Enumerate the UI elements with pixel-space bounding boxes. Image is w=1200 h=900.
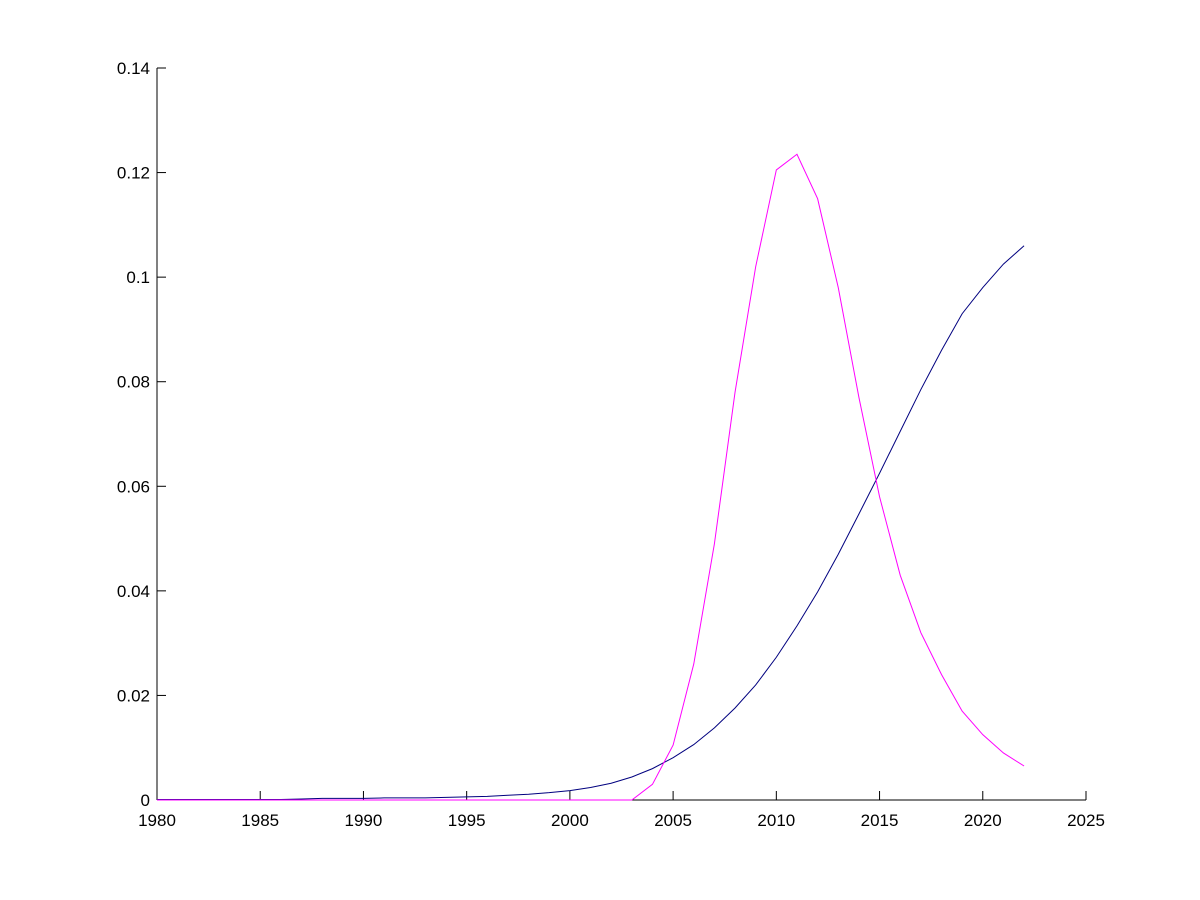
y-tick-label: 0.06 <box>117 477 150 496</box>
y-tick-label: 0.12 <box>117 164 150 183</box>
x-tick-label: 2020 <box>964 811 1002 830</box>
x-tick-label: 2000 <box>551 811 589 830</box>
x-tick-label: 1980 <box>138 811 176 830</box>
x-tick-label: 1990 <box>345 811 383 830</box>
y-tick-label: 0.14 <box>117 59 150 78</box>
series-line <box>157 245 1025 800</box>
x-tick-label: 2015 <box>861 811 899 830</box>
x-tick-label: 2025 <box>1067 811 1105 830</box>
series-line <box>157 153 1025 801</box>
x-tick-label: 2010 <box>757 811 795 830</box>
y-tick-label: 0.1 <box>126 268 150 287</box>
y-tick-label: 0.08 <box>117 373 150 392</box>
x-tick-label: 1995 <box>448 811 486 830</box>
y-tick-label: 0.02 <box>117 686 150 705</box>
x-tick-label: 1985 <box>241 811 279 830</box>
y-tick-label: 0 <box>141 791 150 810</box>
x-tick-label: 2005 <box>654 811 692 830</box>
y-tick-label: 0.04 <box>117 582 150 601</box>
